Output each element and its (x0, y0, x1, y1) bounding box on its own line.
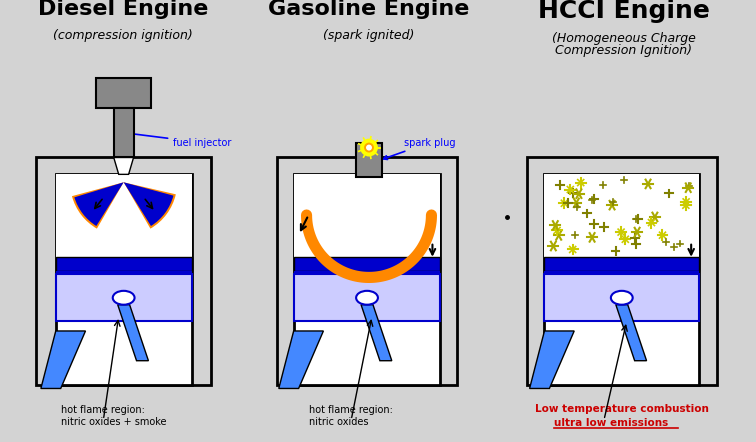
Bar (544, 257, 699, 271)
Bar (544, 274, 699, 321)
Wedge shape (124, 182, 176, 229)
Wedge shape (72, 182, 124, 229)
Polygon shape (41, 331, 85, 389)
Text: fuel injector: fuel injector (129, 132, 231, 148)
Text: Low temperature combustion: Low temperature combustion (534, 404, 708, 414)
Bar (56, 257, 191, 271)
Polygon shape (113, 157, 134, 174)
Bar (56, 274, 191, 321)
Bar (293, 174, 441, 385)
Bar (293, 174, 441, 385)
Ellipse shape (113, 291, 135, 305)
Bar (293, 257, 441, 271)
Text: spark plug: spark plug (383, 137, 455, 160)
Polygon shape (530, 331, 575, 389)
Bar (544, 174, 699, 385)
Bar (356, 143, 382, 177)
Ellipse shape (356, 291, 378, 305)
Circle shape (364, 143, 374, 152)
Bar (293, 174, 441, 257)
Polygon shape (279, 331, 324, 389)
Circle shape (366, 145, 372, 151)
Polygon shape (616, 305, 646, 361)
Bar (544, 174, 699, 257)
Text: Gasoline Engine: Gasoline Engine (268, 0, 469, 19)
Bar (544, 174, 699, 385)
Text: nitric oxides + smoke: nitric oxides + smoke (60, 417, 166, 427)
Bar (293, 274, 441, 321)
Bar (277, 157, 457, 385)
Text: Compression Ignition): Compression Ignition) (555, 45, 692, 57)
Text: ultra low emissions: ultra low emissions (554, 418, 668, 428)
Text: (Homogeneous Charge: (Homogeneous Charge (552, 32, 696, 45)
Text: HCCI Engine: HCCI Engine (538, 0, 710, 23)
Circle shape (360, 139, 378, 156)
Bar (56, 174, 191, 385)
Bar (293, 271, 441, 274)
Text: Diesel Engine: Diesel Engine (38, 0, 209, 19)
Wedge shape (74, 182, 124, 226)
Bar (96, 78, 151, 108)
Bar (56, 271, 191, 274)
Wedge shape (124, 182, 173, 226)
Text: hot flame region:: hot flame region: (60, 405, 144, 415)
Text: (spark ignited): (spark ignited) (324, 29, 415, 42)
Bar (544, 271, 699, 274)
Ellipse shape (611, 291, 633, 305)
Bar (56, 174, 191, 385)
Bar (56, 174, 191, 257)
Bar (527, 157, 717, 385)
Bar (36, 157, 212, 385)
Text: hot flame region:: hot flame region: (308, 405, 392, 415)
Polygon shape (361, 305, 392, 361)
Text: (compression ignition): (compression ignition) (53, 29, 193, 42)
Polygon shape (118, 305, 148, 361)
Bar (113, 108, 134, 157)
Text: nitric oxides: nitric oxides (308, 417, 368, 427)
